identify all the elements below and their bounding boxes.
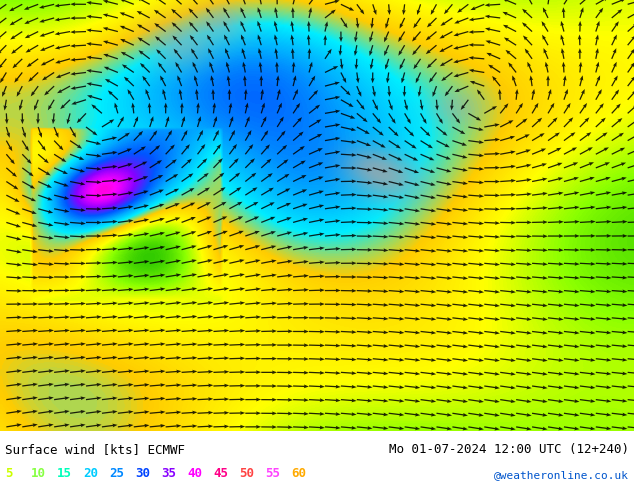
Text: 20: 20: [83, 467, 98, 480]
Text: 30: 30: [135, 467, 150, 480]
Text: 60: 60: [291, 467, 306, 480]
Text: 10: 10: [31, 467, 46, 480]
Text: 55: 55: [265, 467, 280, 480]
Text: Mo 01-07-2024 12:00 UTC (12+240): Mo 01-07-2024 12:00 UTC (12+240): [389, 443, 629, 456]
Text: Surface wind [kts] ECMWF: Surface wind [kts] ECMWF: [5, 443, 185, 456]
Text: 15: 15: [57, 467, 72, 480]
Text: 45: 45: [213, 467, 228, 480]
Text: 35: 35: [161, 467, 176, 480]
Text: 5: 5: [5, 467, 13, 480]
Text: 25: 25: [109, 467, 124, 480]
Text: @weatheronline.co.uk: @weatheronline.co.uk: [494, 470, 629, 480]
Text: 50: 50: [239, 467, 254, 480]
Text: 40: 40: [187, 467, 202, 480]
